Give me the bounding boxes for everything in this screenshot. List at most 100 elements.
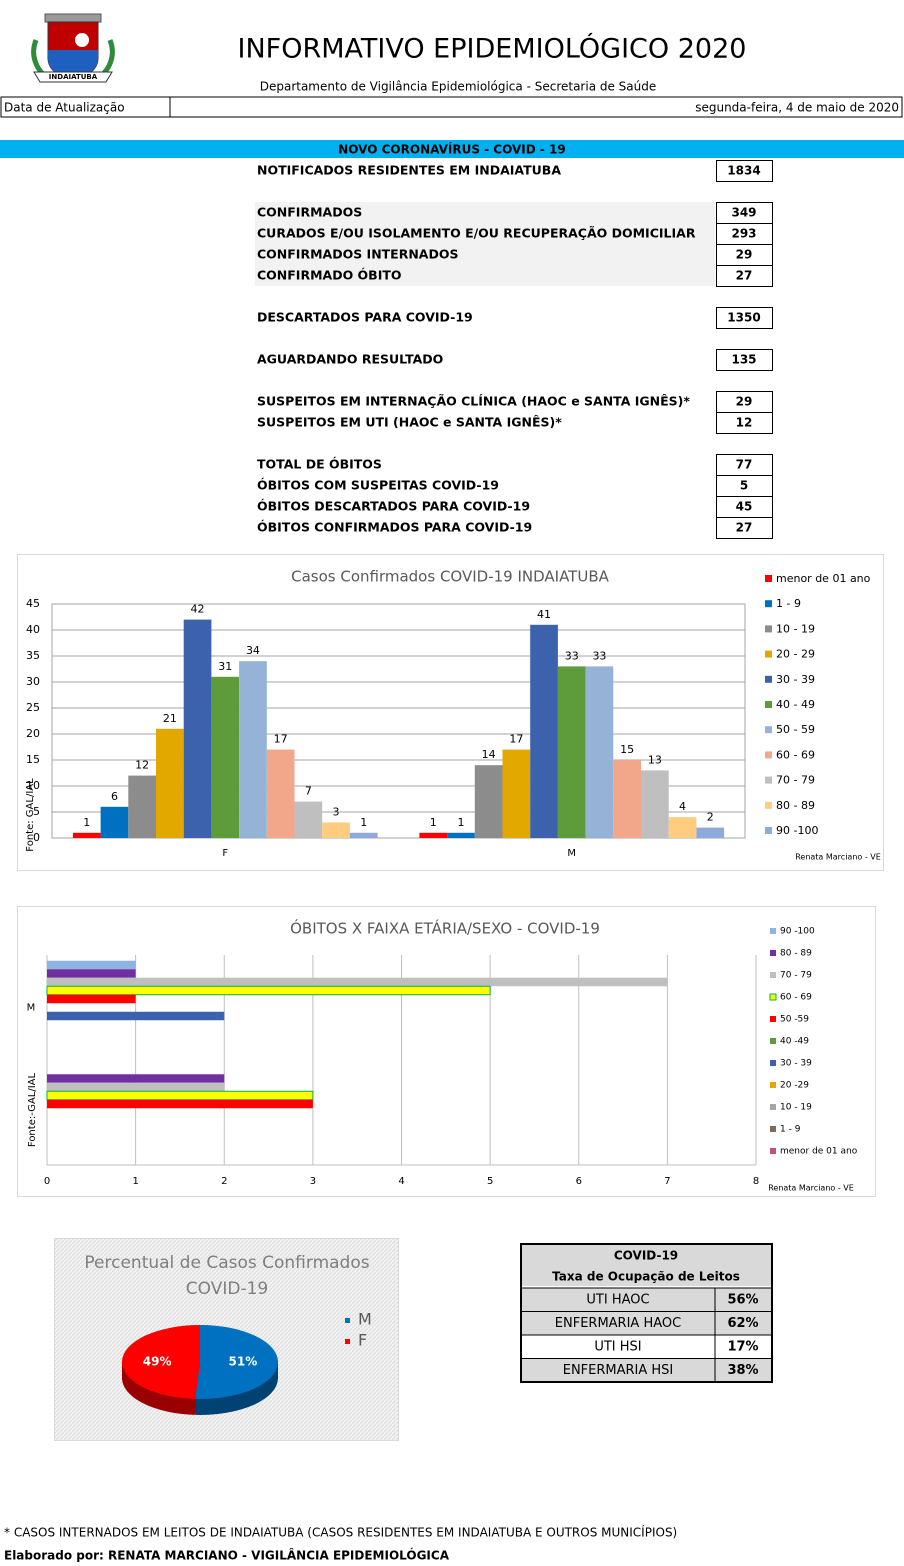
bar [239,661,267,838]
legend-swatch [765,776,772,784]
row-label: AGUARDANDO RESULTADO [257,352,443,367]
legend-swatch [345,1339,350,1344]
legend-swatch [770,1126,776,1132]
data-label: 4 [679,800,686,813]
banner [0,140,904,158]
y-tick-label: 10 [26,779,40,792]
x-tick-label: 3 [310,1176,316,1187]
y-tick-label: 0 [33,831,40,844]
bar [502,749,531,838]
y-tick-label: 25 [26,701,40,714]
row-label: SUSPEITOS EM INTERNAÇÃO CLÍNICA (HAOC e … [257,394,690,409]
occ-value: 62% [727,1316,758,1331]
legend-swatch [770,1060,776,1066]
bar [47,1074,225,1083]
update-label: Data de Atualização [4,101,125,115]
row-label: ÓBITOS DESCARTADOS PARA COVID-19 [257,499,530,514]
row-value: 12 [736,416,753,430]
legend-label: 60 - 69 [780,993,812,1003]
row-value: 349 [731,206,756,220]
data-label: 33 [592,649,606,662]
bar [72,832,101,838]
data-label: 1 [457,816,464,829]
row-label: CONFIRMADOS INTERNADOS [257,247,459,262]
row-value: 29 [736,395,753,409]
occ-label: ENFERMARIA HSI [563,1363,674,1378]
bar [46,1090,314,1101]
legend-swatch [765,827,772,834]
legend-swatch [770,972,776,978]
data-label: 6 [111,790,118,803]
legend-label: 1 - 9 [780,1125,801,1135]
bar [641,770,669,838]
bar [47,977,668,987]
legend-swatch [765,600,772,608]
data-label: 51% [229,1355,258,1369]
legend-label: 1 - 9 [776,597,801,610]
data-label: 1 [360,816,367,829]
legend-label: 80 - 89 [776,799,815,812]
occ-value: 56% [727,1293,758,1308]
data-label: 41 [537,608,551,621]
bar [47,1082,225,1092]
bar [474,765,503,838]
row-label: ÓBITOS CONFIRMADOS PARA COVID-19 [257,520,532,535]
row-label: ÓBITOS COM SUSPEITAS COVID-19 [257,478,499,493]
legend-label: 80 - 89 [780,949,812,959]
data-label: 33 [565,649,579,662]
legend-swatch [765,751,772,759]
value-box [716,265,773,287]
y-tick-label: 45 [26,597,40,610]
bar [128,775,156,838]
data-label: 7 [305,785,312,798]
y-tick-label: 5 [33,805,40,818]
legend-label: menor de 01 ano [780,1147,858,1157]
update-date: segunda-feira, 4 de maio de 2020 [695,101,899,115]
legend-swatch [770,1148,776,1154]
y-tick-label: 20 [26,727,40,740]
bar [613,760,641,838]
x-tick-label: 4 [398,1176,404,1187]
data-label: 15 [620,743,634,756]
legend-swatch [765,650,772,658]
row-value: 27 [736,521,753,535]
legend-label: 30 - 39 [780,1059,812,1069]
row-label: DESCARTADOS PARA COVID-19 [257,310,473,325]
data-label: 1 [83,816,90,829]
legend-swatch [765,701,772,708]
row-value: 29 [736,248,753,262]
legend-swatch [345,1318,350,1323]
y-axis-label: Fonte:-GAL/IAL [27,1072,38,1147]
occ-header [521,1244,772,1286]
bar [47,994,136,1004]
value-box [716,307,773,329]
bar [47,1011,225,1021]
data-label: 2 [707,811,714,824]
annotation: Renata Marciano - VE [795,853,881,862]
legend-label: 50 - 59 [776,723,815,736]
occ-value: 17% [727,1340,758,1355]
bar [530,624,558,838]
legend-label: 10 - 19 [776,622,815,635]
y-tick-label: M [27,1003,36,1014]
row-label: CONFIRMADOS [257,205,362,220]
legend-label: 40 -49 [780,1037,809,1047]
bar [585,666,614,838]
bar [183,619,212,838]
chart-title: ÓBITOS X FAIXA ETÁRIA/SEXO - COVID-19 [290,919,600,938]
data-label: 17 [274,733,288,746]
row-label: CONFIRMADO ÓBITO [257,268,402,283]
y-tick-label: 30 [26,675,40,688]
logo: INDAIATUBA [31,13,115,83]
value-box [716,160,773,182]
bar [696,827,725,838]
legend-swatch [770,1082,776,1088]
legend-label: 70 - 79 [780,971,812,981]
value-box [716,349,773,371]
legend-label: 40 - 49 [776,698,815,711]
y-tick-label: 40 [26,623,40,636]
x-tick-label: 5 [487,1176,493,1187]
annotation: Renata Marciano - VE [768,1184,854,1193]
